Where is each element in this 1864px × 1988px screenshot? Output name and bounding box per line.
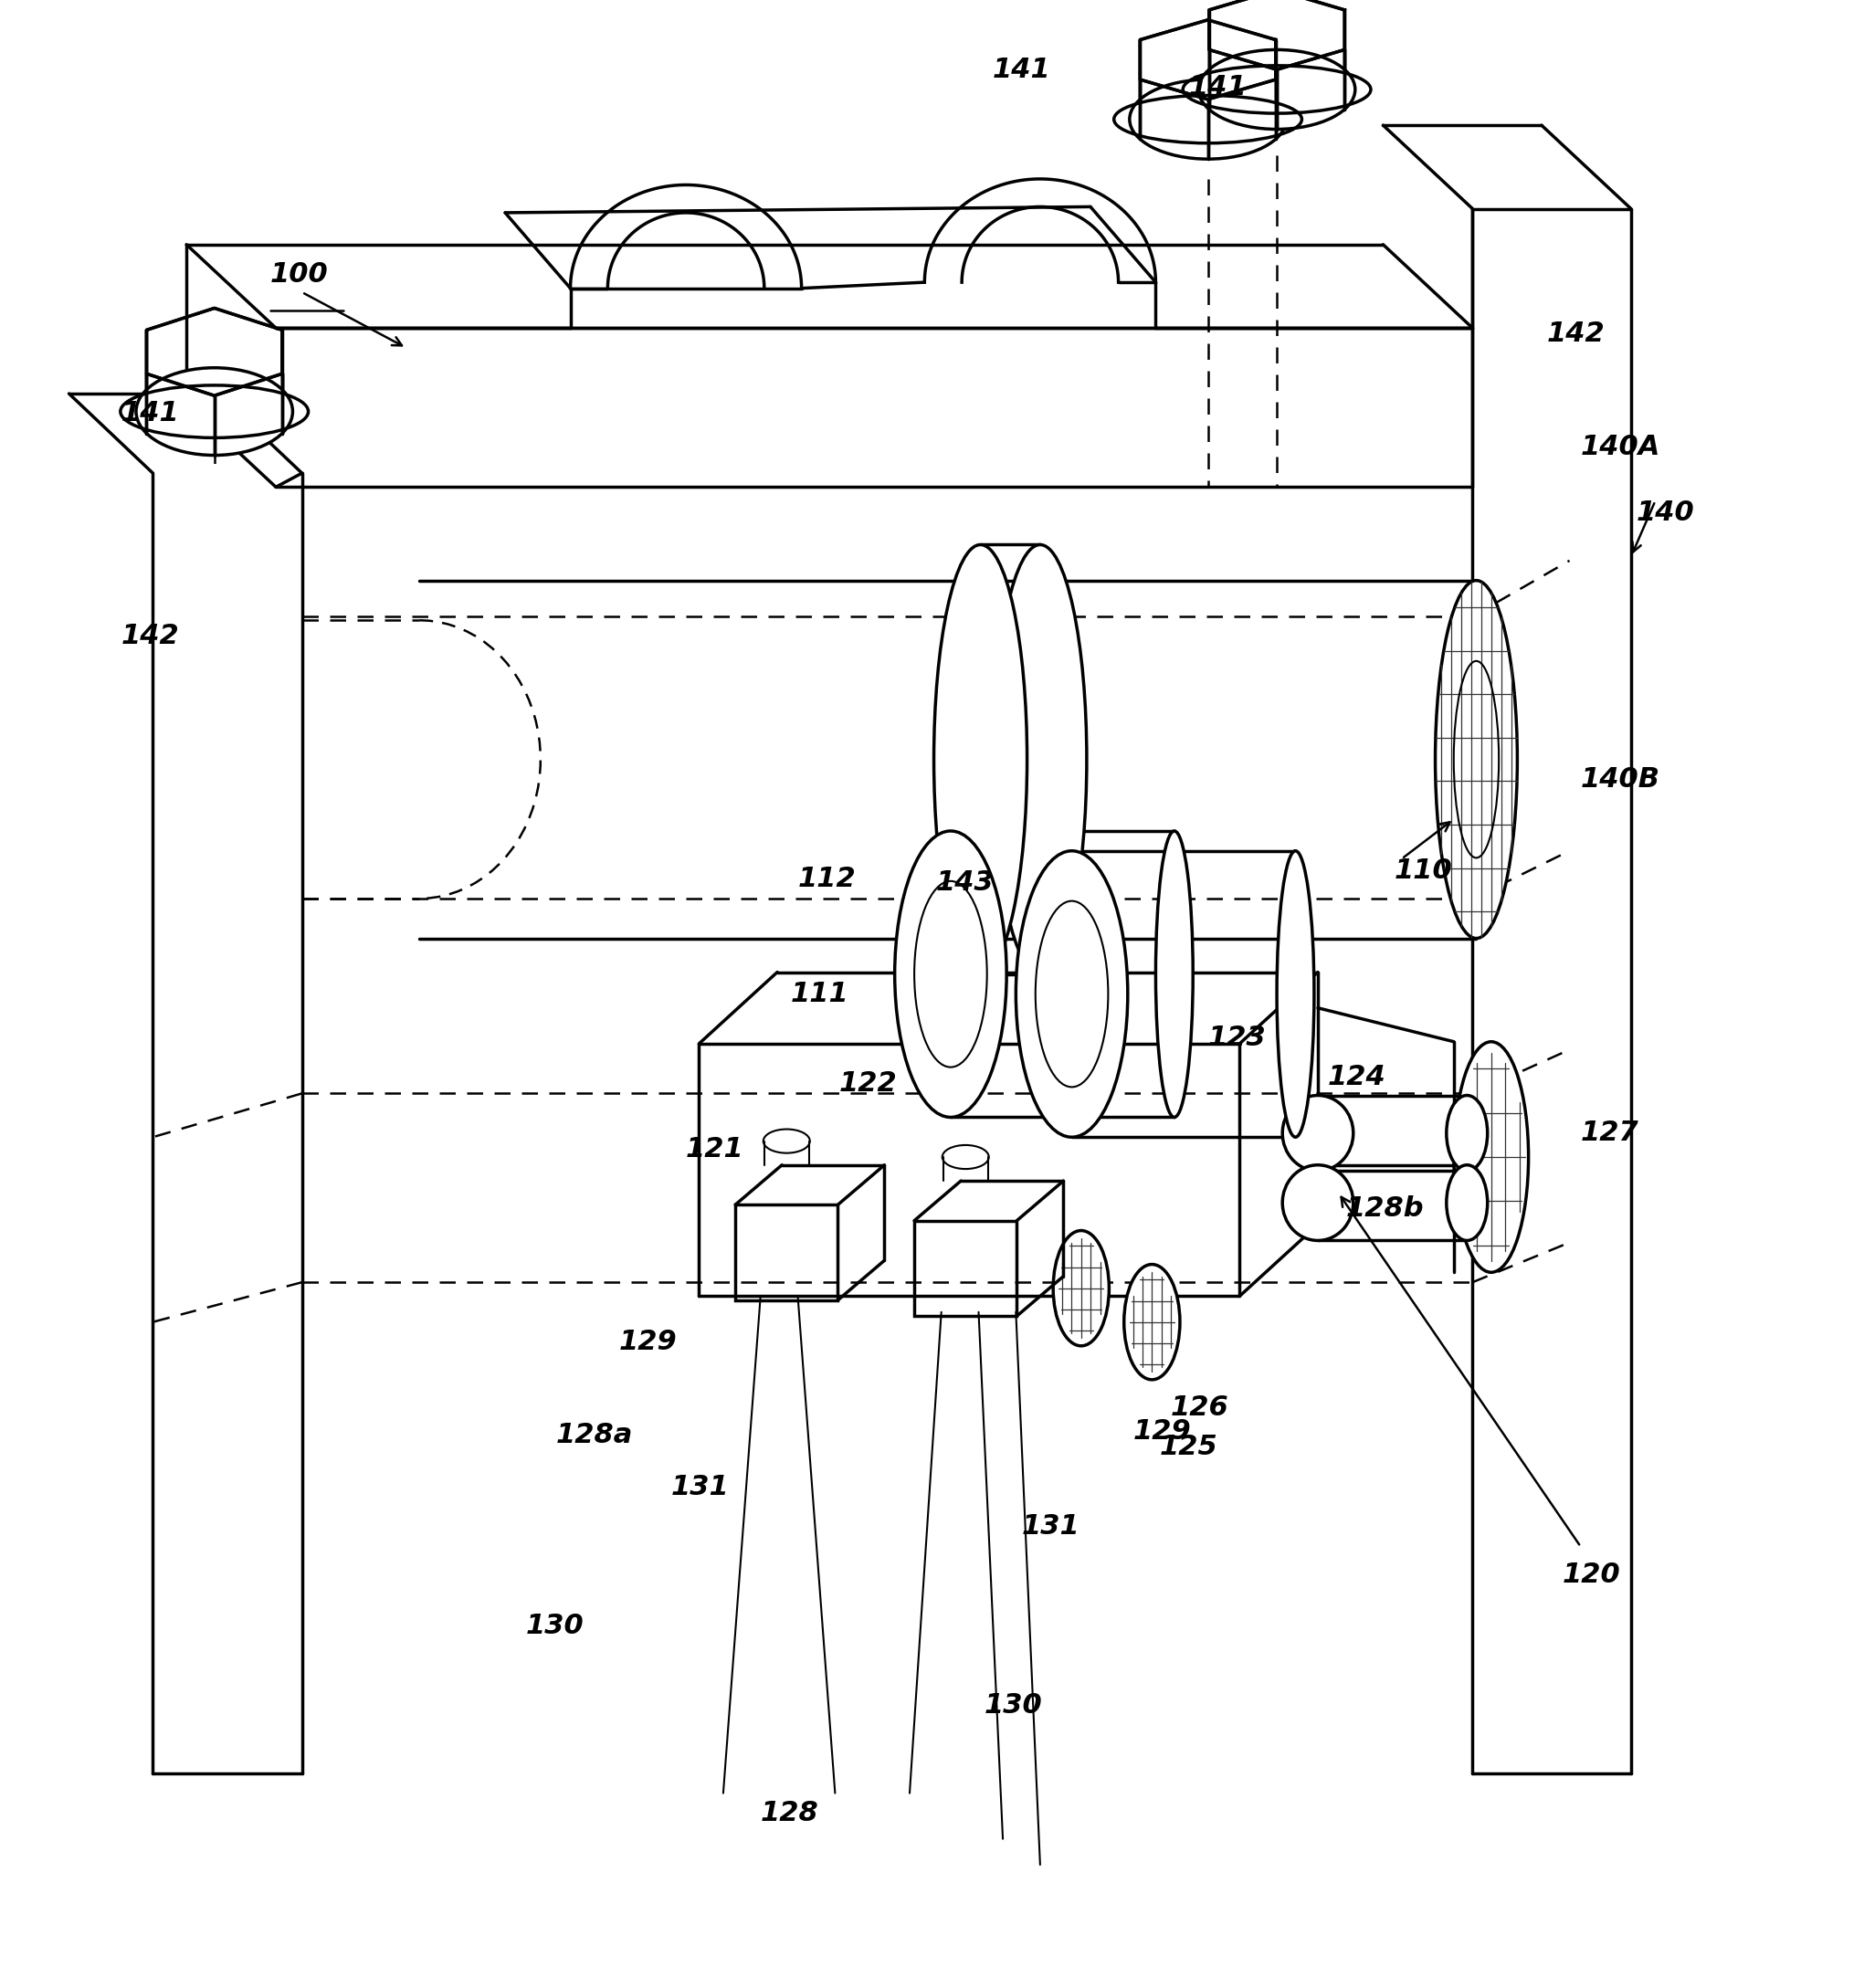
Text: 142: 142	[121, 622, 179, 650]
Text: 128a: 128a	[555, 1421, 632, 1449]
Text: 131: 131	[671, 1473, 729, 1501]
Text: 142: 142	[1547, 320, 1605, 348]
Text: 123: 123	[1208, 1024, 1266, 1052]
Text: 120: 120	[1562, 1561, 1620, 1588]
Text: 130: 130	[526, 1612, 583, 1640]
Text: 100: 100	[270, 260, 328, 288]
Ellipse shape	[1124, 1264, 1180, 1380]
Text: 124: 124	[1327, 1064, 1385, 1091]
Ellipse shape	[1130, 80, 1286, 159]
Text: 127: 127	[1581, 1119, 1638, 1147]
Bar	[913, 1221, 1018, 1316]
Text: 141: 141	[992, 56, 1051, 83]
Ellipse shape	[1277, 851, 1314, 1137]
Text: 130: 130	[984, 1692, 1042, 1720]
Ellipse shape	[934, 545, 1027, 974]
Ellipse shape	[1446, 1095, 1487, 1171]
Text: 122: 122	[839, 1070, 897, 1097]
Text: 141: 141	[121, 400, 179, 427]
Text: 121: 121	[686, 1135, 744, 1163]
Text: 125: 125	[1159, 1433, 1217, 1461]
Text: 111: 111	[790, 980, 848, 1008]
Ellipse shape	[941, 1145, 990, 1169]
Text: 112: 112	[798, 865, 856, 893]
Ellipse shape	[1156, 831, 1193, 1117]
Text: 128b: 128b	[1346, 1195, 1424, 1223]
Ellipse shape	[1199, 50, 1355, 129]
Ellipse shape	[1435, 580, 1517, 938]
Text: 140: 140	[1637, 499, 1694, 527]
Ellipse shape	[1016, 851, 1128, 1137]
Ellipse shape	[764, 1129, 809, 1153]
Text: 131: 131	[1021, 1513, 1079, 1541]
Ellipse shape	[1282, 1165, 1353, 1241]
Ellipse shape	[1454, 1042, 1528, 1272]
Ellipse shape	[895, 831, 1007, 1117]
Text: 110: 110	[1394, 857, 1452, 885]
Text: 143: 143	[936, 869, 994, 897]
Text: 126: 126	[1171, 1394, 1228, 1421]
Text: 140B: 140B	[1581, 765, 1661, 793]
Ellipse shape	[1446, 1165, 1487, 1241]
Ellipse shape	[1053, 1231, 1109, 1346]
Ellipse shape	[136, 368, 293, 455]
Text: 141: 141	[1189, 74, 1247, 101]
Bar	[734, 1205, 837, 1300]
Text: 128: 128	[761, 1799, 818, 1827]
Text: 129: 129	[1133, 1417, 1191, 1445]
Text: 129: 129	[619, 1328, 677, 1356]
Ellipse shape	[1282, 1095, 1353, 1171]
Text: 140A: 140A	[1581, 433, 1661, 461]
Ellipse shape	[994, 545, 1087, 974]
